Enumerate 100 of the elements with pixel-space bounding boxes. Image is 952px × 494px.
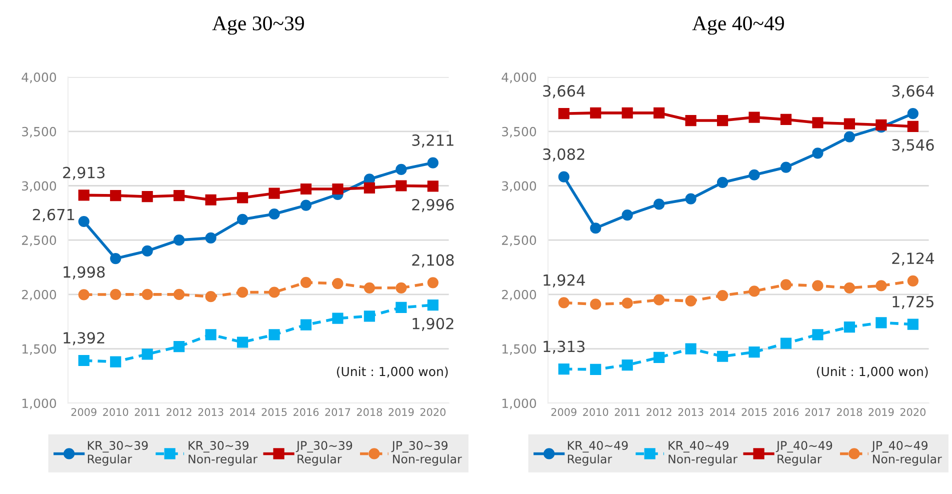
point [558,171,570,182]
point [748,112,760,123]
point [780,279,792,290]
x-tick-label: 2010 [583,408,608,416]
point [142,288,153,300]
legend-label: KR_40~49 Regular [568,440,628,466]
x-tick-label: 2020 [900,408,926,416]
point [142,191,153,202]
point [907,275,918,287]
legend-label: JP_30~39 Regular [296,440,352,466]
data-label: 1,313 [544,340,585,354]
point [236,192,248,204]
point [812,117,824,128]
x-tick-label: 2019 [868,408,894,416]
point [907,108,918,120]
point [622,360,633,371]
point [396,180,407,192]
point [716,290,728,302]
data-label: 2,108 [412,254,454,268]
point [110,356,122,368]
y-tick-label: 2,500 [502,236,536,246]
y-tick-label: 3,000 [502,181,536,192]
point [590,364,602,375]
point [236,336,248,348]
point [685,343,696,354]
point [236,286,248,298]
data-label: 2,996 [412,198,454,212]
point [174,234,185,246]
point [427,157,438,168]
point [300,276,312,288]
point [590,107,602,118]
point [876,119,887,130]
point [844,321,856,333]
y-tick-label: 3,000 [22,181,56,192]
x-tick-label: 2016 [774,408,799,416]
x-tick-label: 2013 [198,408,224,416]
point [110,190,122,202]
x-tick-label: 2015 [262,408,287,416]
legend-label: KR_30~39 Non-regular [188,440,258,466]
point [685,193,696,204]
point [812,280,824,292]
point [622,298,633,309]
chart-title: Age 40~49 [692,16,784,35]
x-tick-label: 2014 [230,408,256,416]
point [780,114,792,126]
y-tick-label: 1,500 [502,344,536,355]
point [844,131,856,142]
point [780,162,792,173]
point [332,183,344,195]
x-tick-label: 2016 [294,408,319,416]
x-tick-label: 2017 [805,408,830,416]
point [268,329,280,340]
point [716,176,728,188]
point [300,319,312,330]
y-tick-label: 2,000 [22,290,56,301]
y-tick-label: 2,000 [502,290,536,301]
x-tick-label: 2020 [420,408,446,416]
point [558,108,570,120]
point [78,216,90,228]
x-tick-label: 2009 [71,408,96,416]
point [396,164,407,175]
point [205,232,216,244]
point [78,354,90,366]
y-tick-label: 3,500 [22,126,56,138]
data-label: 1,902 [412,318,454,331]
point [907,120,918,132]
x-tick-label: 2012 [166,408,192,416]
point [812,329,824,340]
point [427,277,438,288]
data-label: 2,124 [892,252,934,266]
point [268,208,280,220]
point [748,169,760,180]
point [110,288,122,300]
data-label: 2,913 [63,166,105,180]
chart-title: Age 30~39 [212,16,304,35]
point [590,298,602,310]
point [364,282,376,294]
point [622,107,633,118]
x-tick-label: 2014 [710,408,736,416]
point [174,288,185,300]
annotation: (Unit : 1,000 won) [336,366,448,378]
point [654,198,665,210]
point [332,278,344,290]
point [907,318,918,330]
legend-label: KR_30~39 Regular [88,440,148,466]
point [685,295,696,306]
point [396,302,407,314]
data-label: 3,664 [543,85,585,98]
data-label: 3,211 [412,134,454,148]
point [876,280,887,292]
point [300,200,312,211]
x-tick-label: 2018 [356,408,382,416]
point [78,289,90,300]
point [236,214,248,225]
point [716,114,728,126]
point [332,312,344,324]
point [268,286,280,298]
x-tick-label: 2018 [836,408,862,416]
data-label: 1,924 [544,274,585,288]
legend-label: JP_40~49 Non-regular [871,440,942,466]
